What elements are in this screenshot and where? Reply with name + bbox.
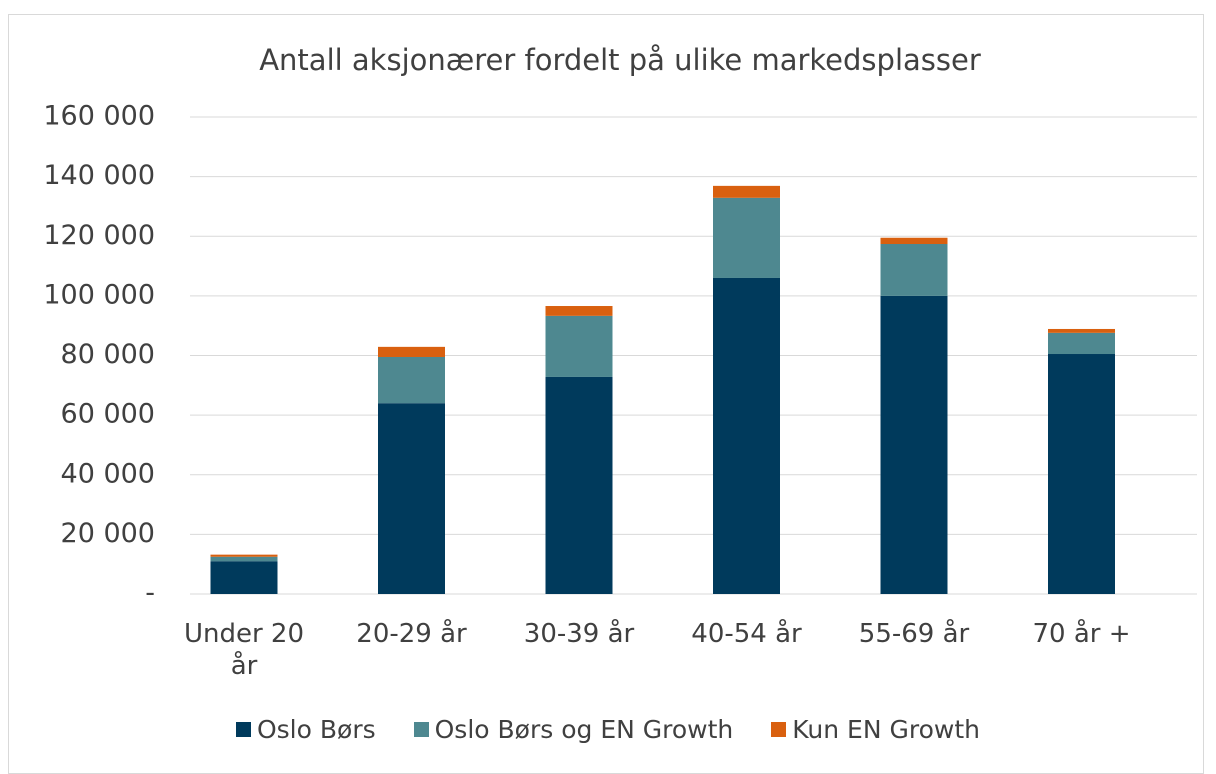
bar-segment: [378, 356, 445, 404]
legend-label: Oslo Børs: [256, 715, 376, 744]
x-tick-label: Under 20 år: [183, 619, 305, 681]
bar-segment: [545, 315, 613, 377]
bar-segment: [378, 346, 445, 357]
bar-segment: [210, 556, 278, 562]
legend-label: Oslo Børs og EN Growth: [434, 715, 734, 744]
legend-label: Kun EN Growth: [792, 715, 980, 744]
bar-segment: [880, 244, 948, 296]
x-tick-label: 40-54 år: [691, 619, 802, 649]
legend-item: Oslo Børs: [235, 715, 376, 744]
bar-segment: [1048, 354, 1115, 594]
bar-segment: [545, 376, 613, 594]
bar-segment: [880, 237, 948, 245]
bar-segment: [210, 554, 278, 557]
y-tick-label: 20 000: [61, 518, 155, 549]
y-tick-label: 40 000: [61, 458, 155, 489]
bar-segment: [1048, 332, 1115, 355]
legend-item: Oslo Børs og EN Growth: [413, 715, 734, 744]
y-tick-label: 80 000: [61, 339, 155, 370]
y-tick-label: 160 000: [43, 101, 155, 132]
bar-segment: [880, 295, 948, 594]
y-tick-label: 140 000: [43, 160, 155, 191]
bar-segment: [210, 561, 278, 594]
x-tick-label: 70 år +: [1032, 619, 1131, 649]
chart-title: Antall aksjonærer fordelt på ulike marke…: [259, 43, 981, 77]
y-tick-label: 60 000: [61, 399, 155, 430]
y-tick-label: 120 000: [43, 220, 155, 251]
legend: Oslo Børs Oslo Børs og EN Growth Kun EN Gr…: [0, 715, 1216, 744]
legend-swatch: [413, 722, 429, 737]
x-tick-label: 30-39 år: [523, 619, 635, 649]
bar-segment: [713, 185, 780, 198]
x-tick-label: 55-69 år: [858, 619, 970, 649]
legend-item: Kun EN Growth: [771, 715, 980, 744]
bar-segment: [713, 277, 780, 594]
bar-segment: [545, 306, 613, 316]
grid: [190, 116, 1197, 595]
y-tick-label: -: [145, 578, 155, 609]
y-tick-label: 100 000: [43, 279, 155, 310]
bar-segment: [1048, 328, 1115, 333]
legend-swatch: [235, 722, 251, 737]
legend-swatch: [771, 722, 787, 737]
bar-segment: [378, 403, 445, 594]
bar-segment: [713, 197, 780, 278]
x-tick-label: 20-29 år: [356, 619, 467, 649]
